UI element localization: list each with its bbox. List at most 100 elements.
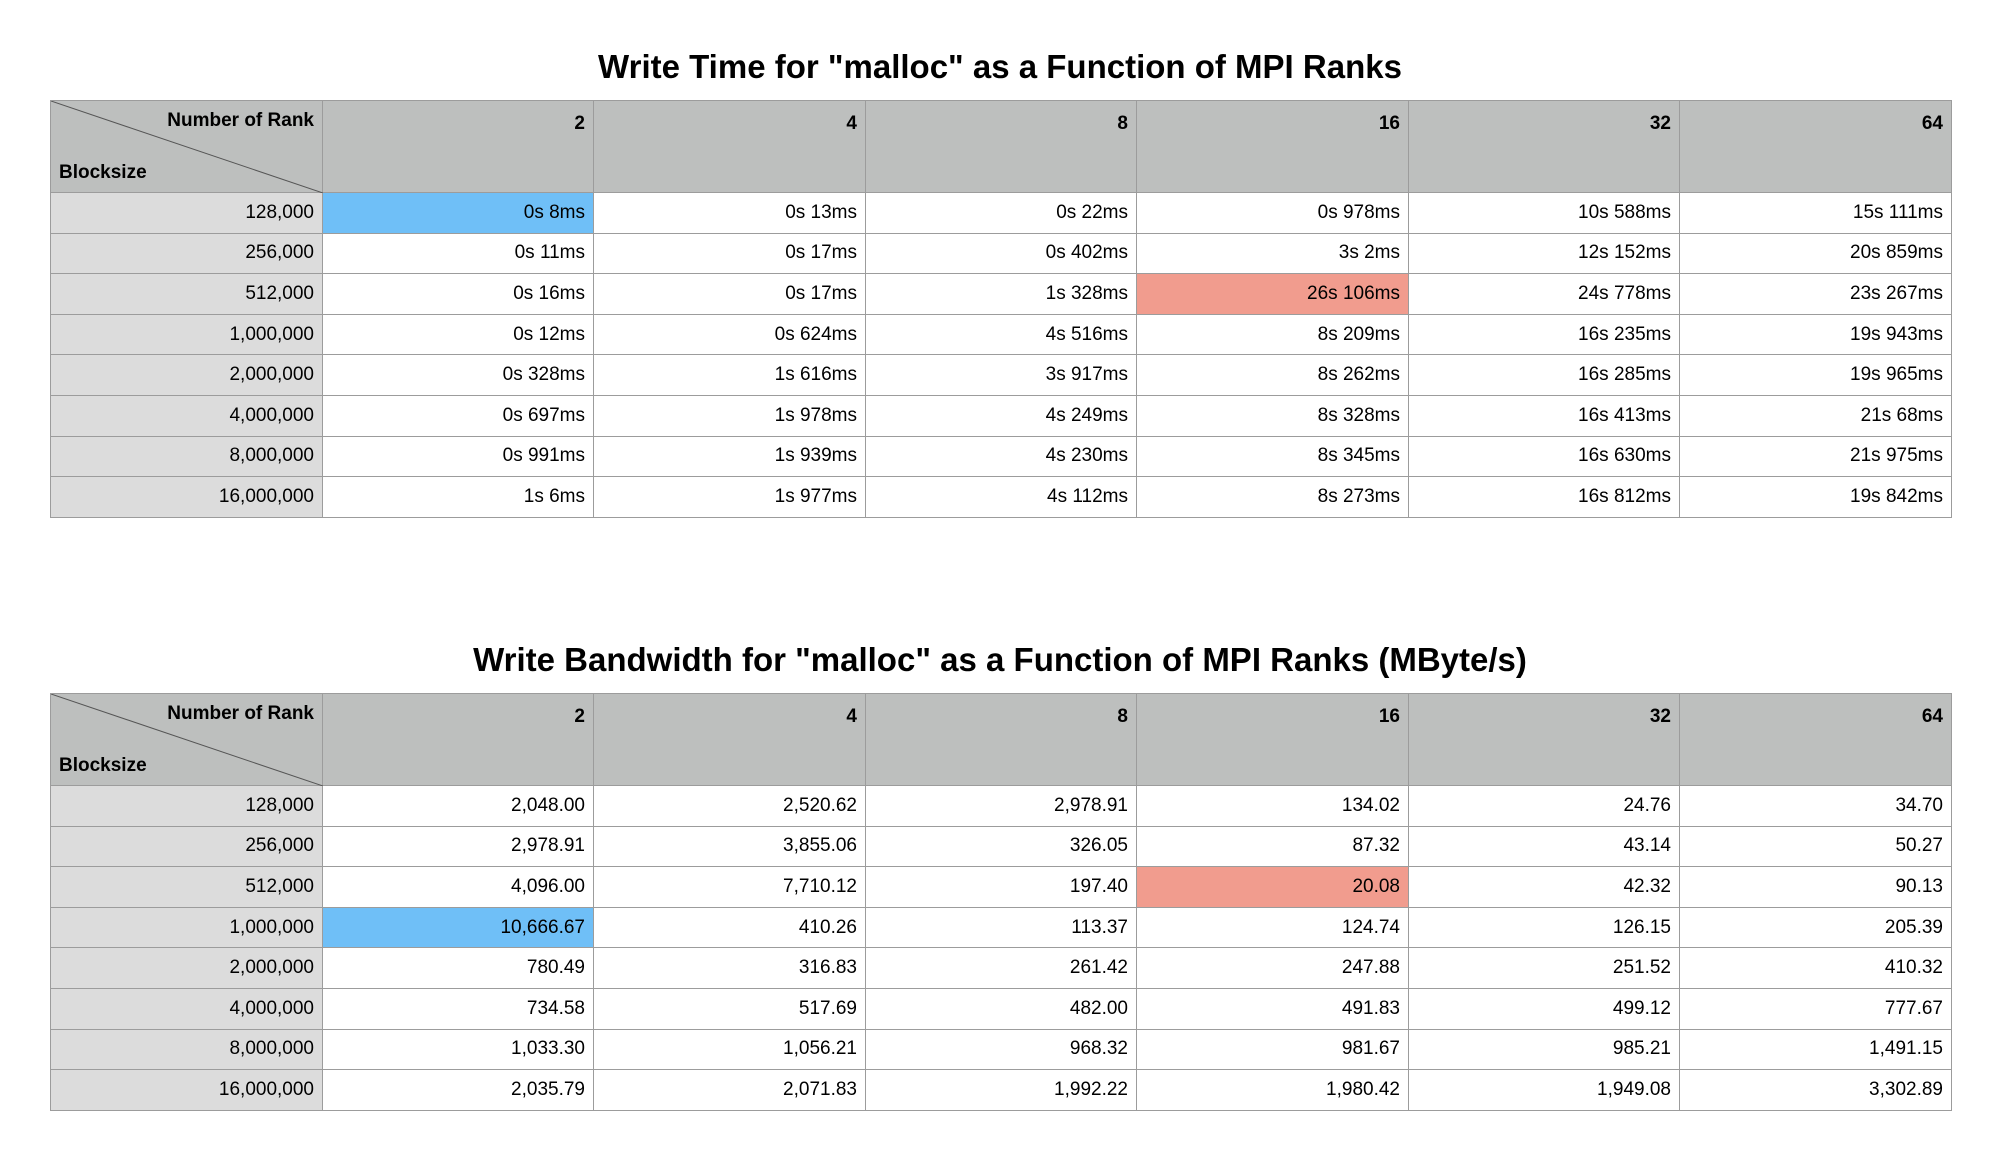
data-cell: 1s 977ms (593, 476, 866, 518)
data-cell: 4s 230ms (865, 435, 1137, 478)
data-cell: 1s 978ms (593, 394, 866, 437)
data-cell: 0s 16ms (322, 273, 594, 315)
table-row: 256,000 0s 11ms 0s 17ms 0s 402ms 3s 2ms 12s 1… (50, 232, 1952, 275)
data-cell: 20s 859ms (1679, 232, 1952, 275)
corner-diagonal-line (51, 694, 323, 786)
data-cell: 50.27 (1679, 825, 1952, 868)
data-cell: 0s 12ms (322, 313, 594, 356)
data-cell: 1,992.22 (865, 1069, 1137, 1111)
table-row: 2,000,000 0s 328ms 1s 616ms 3s 917ms 8s 262m… (50, 354, 1952, 396)
table-row: 2,000,000 780.49 316.83 261.42 247.88 251.52 4… (50, 947, 1952, 989)
data-cell: 0s 328ms (322, 354, 594, 396)
data-cell: 42.32 (1408, 866, 1680, 908)
column-header-cell: 64 (1679, 100, 1952, 193)
row-axis-label: Blocksize (59, 162, 147, 183)
data-cell: 2,978.91 (322, 825, 594, 868)
write-time-table: Number of Rank Blocksize 2 4 8 16 32 64 128,000 0… (50, 100, 1952, 518)
data-cell: 15s 111ms (1679, 192, 1952, 234)
data-cell: 316.83 (593, 947, 866, 989)
table-row: 512,000 4,096.00 7,710.12 197.40 20.08 42.32 9… (50, 866, 1952, 908)
column-header-cell: 32 (1408, 100, 1680, 193)
data-cell: 0s 17ms (593, 232, 866, 275)
data-cell: 16s 413ms (1408, 394, 1680, 437)
column-header-cell: 2 (322, 693, 594, 786)
data-cell: 410.26 (593, 906, 866, 949)
data-cell: 2,048.00 (322, 785, 594, 827)
data-cell: 10s 588ms (1408, 192, 1680, 234)
table-row: 128,000 2,048.00 2,520.62 2,978.91 134.02 24.… (50, 785, 1952, 827)
row-label-cell: 16,000,000 (50, 1069, 323, 1111)
highlighted-data-cell: 10,666.67 (322, 906, 594, 949)
data-cell: 780.49 (322, 947, 594, 989)
data-cell: 12s 152ms (1408, 232, 1680, 275)
data-cell: 16s 630ms (1408, 435, 1680, 478)
data-cell: 1,949.08 (1408, 1069, 1680, 1111)
data-cell: 4,096.00 (322, 866, 594, 908)
data-cell: 126.15 (1408, 906, 1680, 949)
table-row: 8,000,000 1,033.30 1,056.21 968.32 981.67 985… (50, 1028, 1952, 1071)
column-header-cell: 16 (1136, 100, 1409, 193)
data-cell: 261.42 (865, 947, 1137, 989)
column-axis-label: Number of Rank (167, 110, 314, 131)
write-bandwidth-table: Number of Rank Blocksize 2 4 8 16 32 64 128,000 2… (50, 693, 1952, 1111)
data-cell: 90.13 (1679, 866, 1952, 908)
column-header-cell: 32 (1408, 693, 1680, 786)
data-cell: 3,855.06 (593, 825, 866, 868)
data-cell: 4s 249ms (865, 394, 1137, 437)
data-cell: 1s 939ms (593, 435, 866, 478)
column-header-cell: 8 (865, 100, 1137, 193)
row-label-cell: 16,000,000 (50, 476, 323, 518)
data-cell: 16s 285ms (1408, 354, 1680, 396)
table-row: 16,000,000 1s 6ms 1s 977ms 4s 112ms 8s 273ms… (50, 476, 1952, 518)
column-header-cell: 4 (593, 693, 866, 786)
highlighted-data-cell: 0s 8ms (322, 192, 594, 234)
data-cell: 8s 328ms (1136, 394, 1409, 437)
data-cell: 23s 267ms (1679, 273, 1952, 315)
corner-diagonal-line (51, 101, 323, 193)
table-row: 1,000,000 0s 12ms 0s 624ms 4s 516ms 8s 209ms… (50, 313, 1952, 356)
column-header-cell: 16 (1136, 693, 1409, 786)
row-axis-label: Blocksize (59, 755, 147, 776)
data-cell: 8s 273ms (1136, 476, 1409, 518)
row-label-cell: 128,000 (50, 785, 323, 827)
write-bandwidth-title: Write Bandwidth for "malloc" as a Functi… (473, 641, 1527, 678)
column-axis-label: Number of Rank (167, 703, 314, 724)
row-label-cell: 512,000 (50, 273, 323, 315)
data-cell: 3,302.89 (1679, 1069, 1952, 1111)
table-row: 4,000,000 0s 697ms 1s 978ms 4s 249ms 8s 328m… (50, 394, 1952, 437)
highlighted-data-cell: 20.08 (1136, 866, 1409, 908)
data-cell: 251.52 (1408, 947, 1680, 989)
data-cell: 1s 616ms (593, 354, 866, 396)
data-cell: 87.32 (1136, 825, 1409, 868)
row-label-cell: 4,000,000 (50, 987, 323, 1030)
data-cell: 499.12 (1408, 987, 1680, 1030)
row-label-cell: 1,000,000 (50, 313, 323, 356)
data-cell: 19s 943ms (1679, 313, 1952, 356)
data-cell: 197.40 (865, 866, 1137, 908)
data-cell: 8s 209ms (1136, 313, 1409, 356)
table-row: 8,000,000 0s 991ms 1s 939ms 4s 230ms 8s 345m… (50, 435, 1952, 478)
data-cell: 0s 17ms (593, 273, 866, 315)
table-row: 16,000,000 2,035.79 2,071.83 1,992.22 1,980.… (50, 1069, 1952, 1111)
data-cell: 3s 917ms (865, 354, 1137, 396)
table-row: 512,000 0s 16ms 0s 17ms 1s 328ms 26s 106ms 24… (50, 273, 1952, 315)
data-cell: 2,520.62 (593, 785, 866, 827)
row-label-cell: 2,000,000 (50, 947, 323, 989)
row-label-cell: 256,000 (50, 232, 323, 275)
data-cell: 410.32 (1679, 947, 1952, 989)
row-label-cell: 2,000,000 (50, 354, 323, 396)
corner-header-cell: Number of Rank Blocksize (50, 100, 323, 193)
data-cell: 482.00 (865, 987, 1137, 1030)
highlighted-data-cell: 26s 106ms (1136, 273, 1409, 315)
table-row: 128,000 0s 8ms 0s 13ms 0s 22ms 0s 978ms 10s 5… (50, 192, 1952, 234)
table-row: 1,000,000 10,666.67 410.26 113.37 124.74 126.… (50, 906, 1952, 949)
data-cell: 21s 975ms (1679, 435, 1952, 478)
data-cell: 21s 68ms (1679, 394, 1952, 437)
data-cell: 981.67 (1136, 1028, 1409, 1071)
header-row: Number of Rank Blocksize 2 4 8 16 32 64 (50, 100, 1952, 193)
data-cell: 8s 345ms (1136, 435, 1409, 478)
data-cell: 7,710.12 (593, 866, 866, 908)
data-cell: 0s 11ms (322, 232, 594, 275)
row-label-cell: 512,000 (50, 866, 323, 908)
data-cell: 985.21 (1408, 1028, 1680, 1071)
